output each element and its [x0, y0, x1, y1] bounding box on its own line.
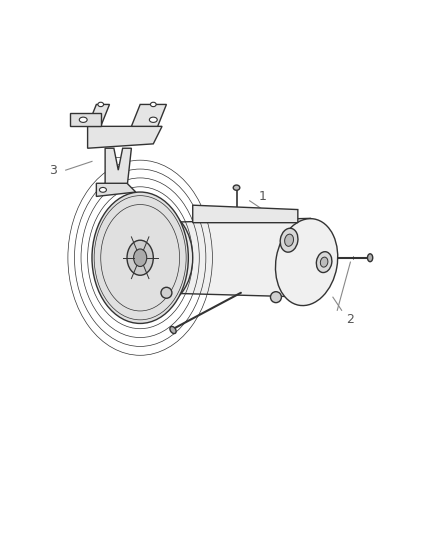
Ellipse shape	[280, 228, 298, 252]
Polygon shape	[131, 104, 166, 126]
Ellipse shape	[149, 117, 157, 123]
Polygon shape	[70, 113, 101, 126]
Polygon shape	[88, 104, 110, 126]
Polygon shape	[105, 148, 131, 188]
Ellipse shape	[367, 254, 373, 262]
Ellipse shape	[98, 102, 103, 107]
Ellipse shape	[79, 117, 87, 123]
Polygon shape	[193, 205, 298, 223]
Ellipse shape	[161, 287, 172, 298]
Text: 2: 2	[346, 312, 354, 326]
Ellipse shape	[285, 234, 293, 246]
Text: 1: 1	[259, 190, 267, 203]
Ellipse shape	[134, 249, 147, 266]
Polygon shape	[153, 219, 311, 297]
Ellipse shape	[150, 102, 156, 107]
Polygon shape	[96, 183, 136, 197]
Text: 3: 3	[49, 164, 57, 176]
Ellipse shape	[170, 326, 176, 334]
Ellipse shape	[233, 185, 240, 190]
Ellipse shape	[320, 257, 328, 267]
Ellipse shape	[276, 219, 338, 305]
Ellipse shape	[316, 252, 332, 272]
Polygon shape	[88, 126, 162, 148]
Ellipse shape	[123, 209, 193, 306]
Ellipse shape	[92, 192, 188, 324]
Ellipse shape	[270, 292, 281, 303]
Ellipse shape	[99, 188, 106, 192]
Ellipse shape	[127, 240, 153, 275]
